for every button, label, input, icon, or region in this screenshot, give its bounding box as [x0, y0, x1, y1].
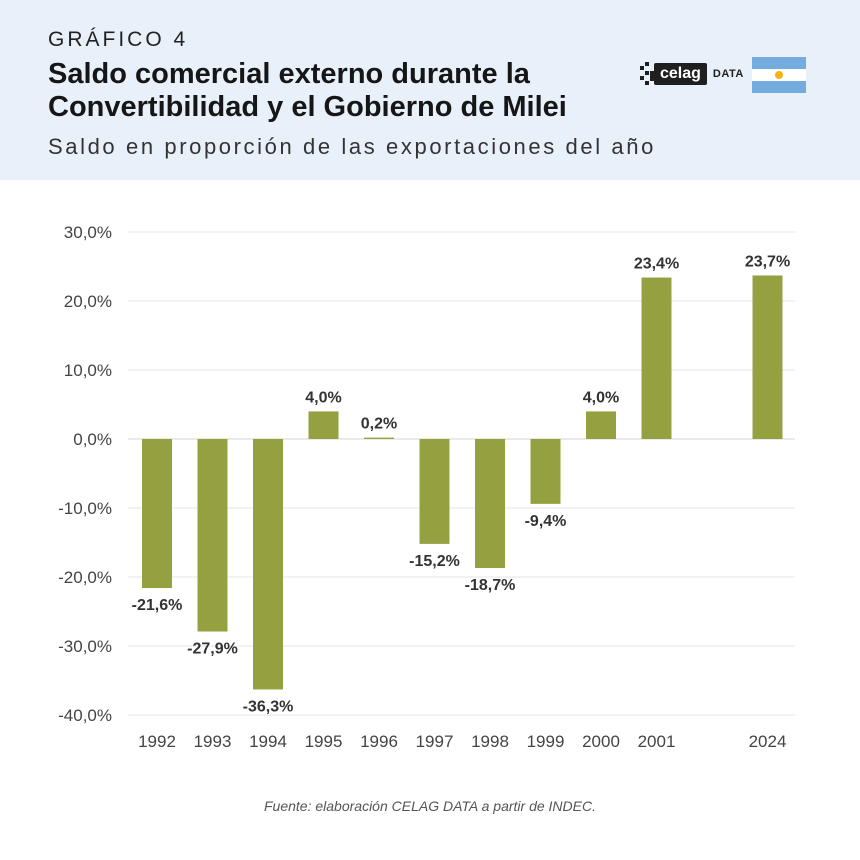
bar — [530, 439, 561, 504]
bar — [419, 439, 450, 544]
logo-mark-icon — [640, 62, 654, 86]
bar — [586, 411, 616, 439]
data-label: -9,4% — [525, 513, 567, 530]
x-tick-label: 2000 — [582, 732, 620, 751]
chart-subtitle: Saldo en proporción de las exportaciones… — [48, 134, 656, 159]
data-label: -36,3% — [243, 698, 294, 715]
bar — [308, 411, 339, 439]
data-label: 23,4% — [634, 256, 679, 273]
x-tick-label: 1996 — [360, 732, 398, 751]
data-label: -27,9% — [187, 641, 238, 658]
y-tick-label: -30,0% — [58, 637, 112, 656]
data-label: -15,2% — [409, 553, 460, 570]
data-label: 0,2% — [361, 416, 397, 433]
bar-chart: 30,0% 20,0% 10,0% 0,0% -10,0% -20,0% -30,0% -40… — [58, 223, 795, 751]
x-tick-label: 1993 — [194, 732, 232, 751]
chart-kicker: GRÁFICO 4 — [48, 28, 189, 51]
bar — [475, 439, 505, 569]
data-label: -21,6% — [132, 597, 183, 614]
logo-suffix: DATA — [712, 68, 744, 80]
x-tick-label: 1992 — [138, 732, 176, 751]
data-label: 4,0% — [583, 389, 619, 406]
data-label: 23,7% — [745, 253, 790, 270]
y-tick-label: -40,0% — [58, 706, 112, 725]
x-tick-label: 1999 — [527, 732, 565, 751]
x-tick-label: 1995 — [305, 732, 343, 751]
bar — [197, 439, 228, 632]
source-note: Fuente: elaboración CELAG DATA a partir … — [264, 798, 596, 814]
bar — [752, 275, 783, 439]
x-tick-label: 1997 — [416, 732, 454, 751]
data-label: 4,0% — [305, 389, 341, 406]
argentina-flag-icon — [752, 57, 806, 93]
bar — [641, 277, 672, 439]
bar — [253, 439, 283, 690]
y-tick-label: 0,0% — [73, 430, 112, 449]
bar — [364, 437, 394, 439]
logo-word: celag — [654, 63, 707, 85]
x-tick-label: 1998 — [471, 732, 509, 751]
y-tick-label: 20,0% — [64, 292, 112, 311]
celag-data-logo: celag DATA — [640, 62, 744, 86]
x-tick-label: 2001 — [638, 732, 676, 751]
bar — [142, 439, 172, 589]
header-band: GRÁFICO 4 Saldo comercial externo durant… — [0, 0, 860, 180]
data-label: -18,7% — [465, 577, 516, 594]
sun-of-may-icon — [775, 71, 783, 79]
y-tick-label: 30,0% — [64, 223, 112, 242]
y-tick-label: -20,0% — [58, 568, 112, 587]
x-tick-label: 2024 — [749, 732, 787, 751]
chart-title: Saldo comercial externo durante la Conve… — [48, 58, 567, 123]
y-tick-label: 10,0% — [64, 361, 112, 380]
y-tick-label: -10,0% — [58, 499, 112, 518]
x-tick-label: 1994 — [249, 732, 287, 751]
